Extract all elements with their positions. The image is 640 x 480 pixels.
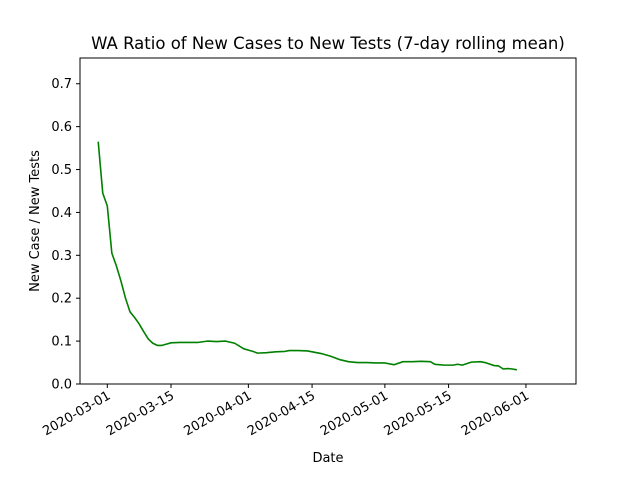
y-tick-label: 0.1 <box>51 335 72 350</box>
axes-frame <box>79 57 577 385</box>
y-tick-label: 0.2 <box>51 292 72 307</box>
x-axis-label: Date <box>312 451 343 466</box>
y-tick-label: 0.7 <box>51 77 72 92</box>
y-tick-label: 0.5 <box>51 163 72 178</box>
y-axis-label: New Case / New Tests <box>28 150 43 292</box>
y-tick-label: 0.3 <box>51 249 72 264</box>
y-tick-label: 0.4 <box>51 206 72 221</box>
y-tick-label: 0.6 <box>51 120 72 135</box>
chart-title: WA Ratio of New Cases to New Tests (7-da… <box>91 34 565 53</box>
y-tick-label: 0.0 <box>51 378 72 393</box>
series-line <box>97 141 517 371</box>
